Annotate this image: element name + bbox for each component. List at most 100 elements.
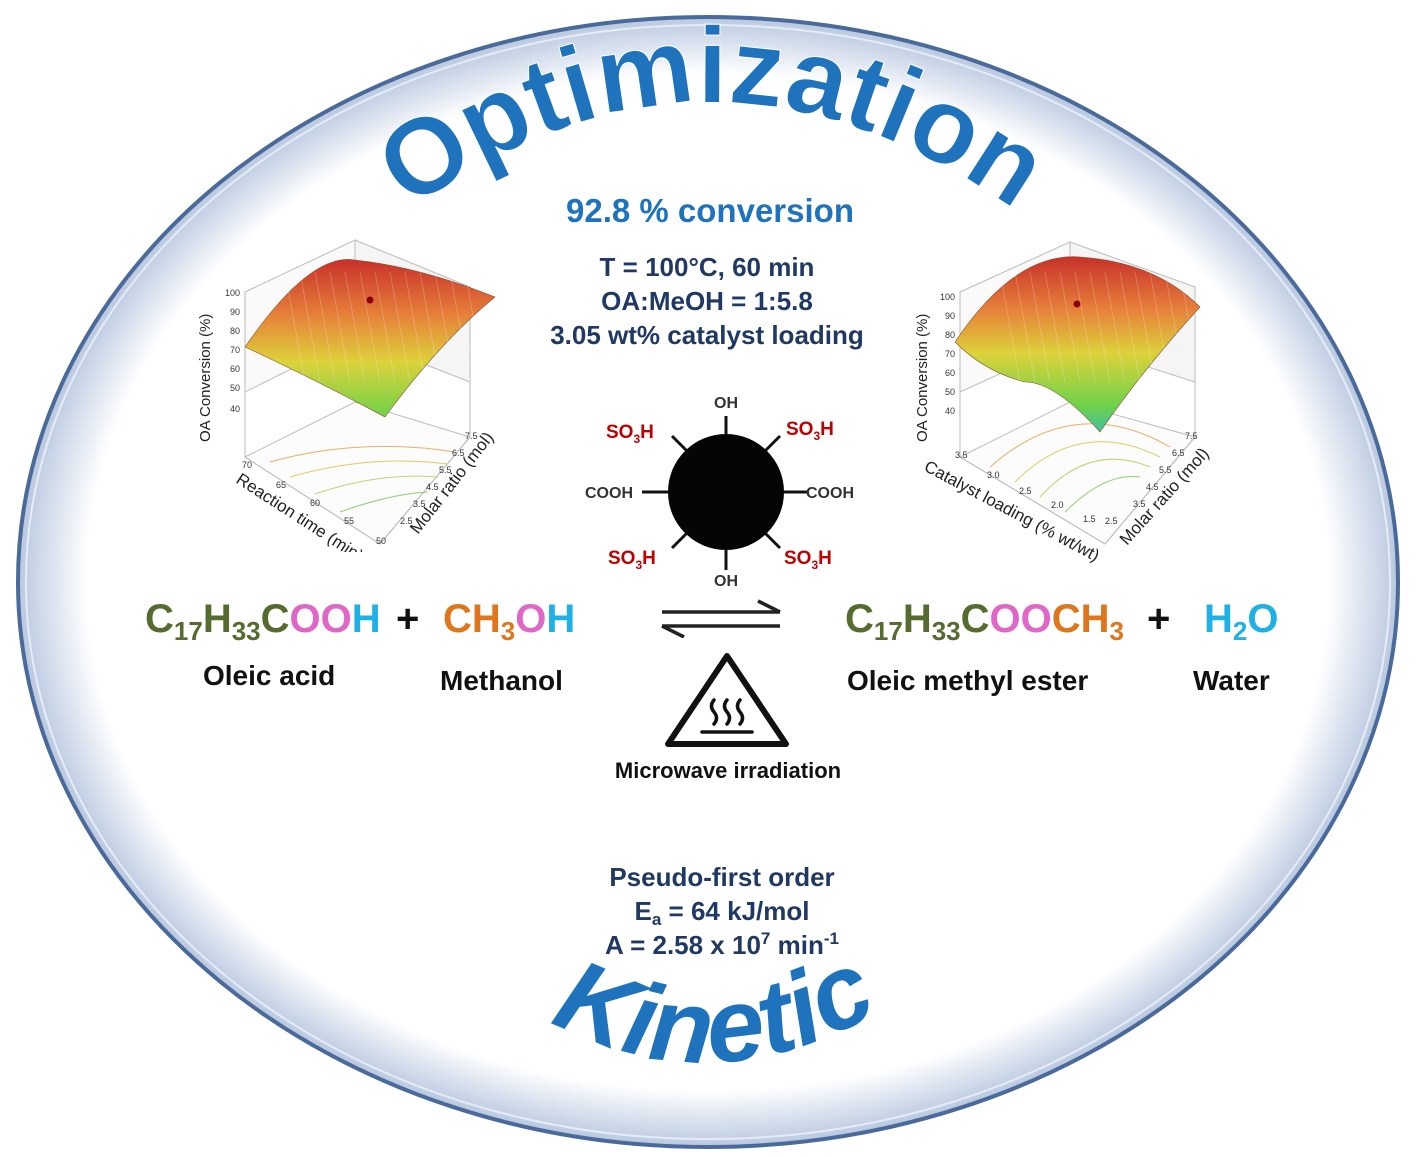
plot-left-ytick: 6.5 [452,448,465,458]
plot-left-ztick: 50 [230,383,240,393]
surface-mesh-line [359,271,381,383]
plot-right-optimum [1073,300,1081,308]
kinetic-activation-energy: Ea = 64 kJ/mol [634,896,810,929]
plot-right-xtick: 2.5 [1019,486,1032,496]
plot-right-ztick: 40 [945,406,955,416]
plot-left-ztick: 90 [230,307,240,317]
plot-right-contours [989,423,1171,513]
plot-left-surface [244,259,496,418]
plot-left-ztick: 80 [230,326,240,336]
surface-mesh-line [1029,271,1051,383]
surface-mesh-line [1164,271,1186,383]
condition-catalyst: 3.05 wt% catalyst loading [550,320,864,350]
catalyst-core [668,434,784,550]
group-cooh-right: COOH [806,485,854,502]
plot-right-xtick: 1.5 [1083,514,1096,524]
plot-left-contours [269,445,456,513]
plot-right-xtick: 2.0 [1051,500,1064,510]
plot-right-xtick: 3.0 [987,470,1000,480]
equilibrium-arrow [661,599,781,638]
plot-left-ztick: 40 [230,404,240,414]
label-oleic-methyl-ester: Oleic methyl ester [847,665,1089,696]
plot-left-ytick: 4.5 [426,482,439,492]
group-so3h-tl: SO3H [606,422,654,446]
label-microwave: Microwave irradiation [614,758,842,783]
surface-mesh-line [1014,271,1036,383]
plot-right-mesh [999,271,1201,383]
surface-mesh-line [404,271,426,383]
surface-mesh-line [1074,271,1096,383]
surface-mesh-line [1089,271,1111,383]
condition-temperature: T = 100°C, 60 min [599,252,815,282]
plus-sign-1: + [396,597,420,641]
plot-right: 100 90 80 70 60 50 40 OA Conversion (%) … [914,241,1213,565]
plot-right-surface [954,256,1201,433]
plot-left-zlabel: OA Conversion (%) [197,314,214,442]
conversion-label: 92.8 % conversion [566,192,854,229]
heat-warning-icon [665,653,789,747]
surface-mesh-line [449,271,471,383]
plot-right-ztick: 50 [945,387,955,397]
group-oh-bottom: OH [714,573,738,588]
title-optimization: Optimization [356,3,1070,230]
plot-right-ytick: 7.5 [1185,431,1198,441]
surface-mesh-line [1044,271,1066,383]
plus-sign-2: + [1147,597,1171,641]
label-oleic-acid: Oleic acid [203,660,336,691]
surface-mesh-line [344,271,366,383]
plot-right-ztick: 60 [945,368,955,378]
plot-right-ztick: 80 [945,330,955,340]
label-methanol: Methanol [440,665,563,696]
plot-left-ytick: 2.5 [400,516,413,526]
kinetic-order: Pseudo-first order [609,862,835,892]
plot-left-ztick: 100 [225,288,240,298]
plot-right-ytick: 3.5 [1133,499,1146,509]
product-water-formula: H2O [1204,597,1279,646]
surface-mesh-line [374,271,396,383]
group-so3h-br: SO3H [784,548,832,572]
group-so3h-bl: SO3H [608,548,656,572]
plot-left-ytick: 3.5 [413,499,426,509]
plot-right-xtick: 3.5 [955,450,968,460]
surface-mesh-line [1134,271,1156,383]
plot-right-ytick: 5.5 [1159,465,1172,475]
surface-mesh-line [299,271,321,383]
surface-mesh-line [389,271,411,383]
surface-mesh-line [464,271,486,383]
plot-left-ytick: 7.5 [465,431,478,441]
surface-mesh-line [1149,271,1171,383]
label-water: Water [1193,665,1270,696]
plot-left-ytick: 5.5 [439,465,452,475]
surface-mesh-line [1059,271,1081,383]
plot-right-ytick: 4.5 [1146,482,1159,492]
group-so3h-tr: SO3H [786,419,834,443]
reactant-methanol-formula: CH3OH [443,597,576,646]
plot-left-xtick: 60 [310,498,320,508]
surface-mesh-line [1104,271,1126,383]
plot-right-ytick: 2.5 [1105,516,1118,526]
reactant-oleic-acid-formula: C17H33COOH [145,597,381,646]
plot-left-ztick: 60 [230,364,240,374]
plot-left-mesh [284,271,486,383]
surface-mesh-line [329,271,351,383]
product-methyl-ester-formula: C17H33COOCH3 [845,597,1124,646]
surface-mesh-line [1179,271,1201,383]
plot-left-optimum [366,296,374,304]
plot-right-ztick: 100 [940,292,955,302]
surface-mesh-line [1119,271,1141,383]
plot-left-ztick: 70 [230,345,240,355]
plot-right-ztick: 70 [945,349,955,359]
plot-right-ztick: 90 [945,311,955,321]
kinetic-preexponential: A = 2.58 x 107 min-1 [605,929,839,960]
surface-mesh-line [434,271,456,383]
condition-ratio: OA:MeOH = 1:5.8 [601,286,813,316]
group-oh-top: OH [714,395,738,412]
plot-right-ytick: 6.5 [1172,448,1185,458]
group-cooh-left: COOH [585,485,633,502]
plot-left-xtick: 50 [376,536,386,546]
catalyst-particle: OH OH COOH COOH SO3H SO3H SO3H SO3H [585,395,854,588]
plot-left-xtick: 55 [344,516,354,526]
plot-left: 100 90 80 70 60 50 40 OA Conversion (%) … [197,239,497,552]
plot-left-xtick: 70 [242,460,252,470]
